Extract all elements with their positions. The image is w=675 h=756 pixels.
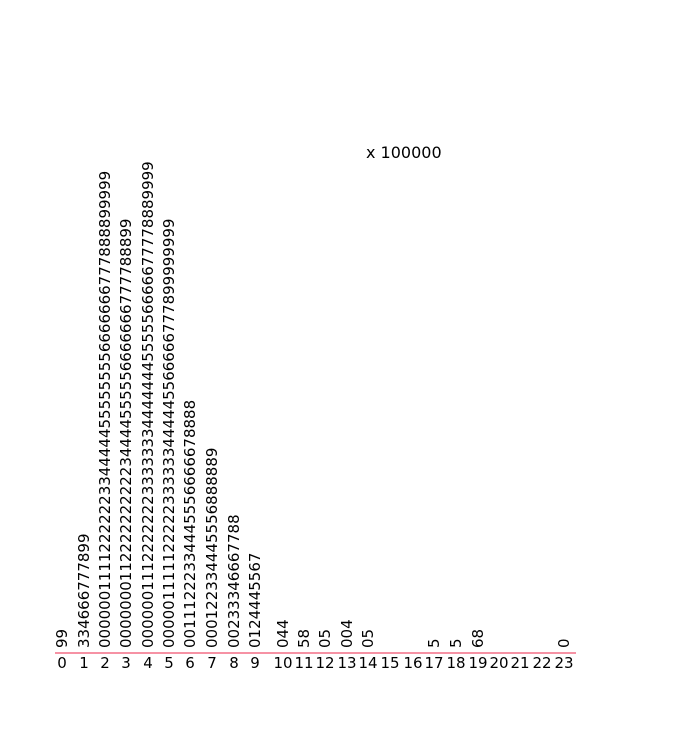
stem-label: 14 xyxy=(358,654,377,672)
stem-label: 10 xyxy=(273,654,292,672)
stem-label: 12 xyxy=(315,654,334,672)
stem-label: 20 xyxy=(489,654,508,672)
stem-label: 6 xyxy=(185,654,195,672)
stem-label: 18 xyxy=(446,654,465,672)
leaf-string: 00111222334445556666678888 xyxy=(181,400,199,648)
stem-label: 17 xyxy=(424,654,443,672)
leaf-string: 05 xyxy=(359,629,377,648)
leaf-string: 0 xyxy=(555,638,573,648)
leaf-string: 0000001111222222334444455555555666666677… xyxy=(96,171,114,648)
leaf-string: 0000011111222223333334444455666667778999… xyxy=(160,219,178,648)
stem-label: 15 xyxy=(380,654,399,672)
leaf-string: 68 xyxy=(469,629,487,648)
stem-label: 2 xyxy=(100,654,110,672)
leaves-group: 99 334666777899 00000011112222223344444555… xyxy=(53,161,573,648)
stem-label: 23 xyxy=(554,654,573,672)
leaf-string: 99 xyxy=(53,629,71,648)
leaf-string: 334666777899 xyxy=(75,533,93,648)
stem-label: 19 xyxy=(468,654,487,672)
stem-label: 9 xyxy=(250,654,260,672)
stem-label: 0 xyxy=(57,654,67,672)
leaf-string: 00233346667788 xyxy=(225,514,243,648)
stem-label: 3 xyxy=(121,654,131,672)
leaf-string: 5 xyxy=(447,638,465,648)
scale-note: x 100000 xyxy=(366,143,442,162)
stem-label: 1 xyxy=(79,654,89,672)
stem-label: 11 xyxy=(294,654,313,672)
stems-group: 0 1 2 3 4 5 6 7 8 9 10 11 12 13 14 15 16 17 18 19 20 21 22 23 xyxy=(57,654,573,672)
stem-label: 8 xyxy=(229,654,239,672)
leaf-string: 0124445567 xyxy=(246,553,264,648)
leaf-string: 044 xyxy=(274,619,292,648)
leaf-string: 0000000112222222222344445555566666667777… xyxy=(117,219,135,648)
leaf-string: 004 xyxy=(338,619,356,648)
leaf-string: 58 xyxy=(295,629,313,648)
leaf-string: 5 xyxy=(425,638,443,648)
leaf-string: 0000001112222222333333344444445555566666… xyxy=(139,161,157,648)
stem-label: 13 xyxy=(337,654,356,672)
stem-label: 21 xyxy=(510,654,529,672)
stem-label: 22 xyxy=(532,654,551,672)
leaf-string: 000122334445556888889 xyxy=(203,448,221,648)
stem-label: 7 xyxy=(207,654,217,672)
stem-label: 16 xyxy=(403,654,422,672)
leaf-string: 05 xyxy=(316,629,334,648)
stem-label: 4 xyxy=(143,654,153,672)
stem-label: 5 xyxy=(164,654,174,672)
